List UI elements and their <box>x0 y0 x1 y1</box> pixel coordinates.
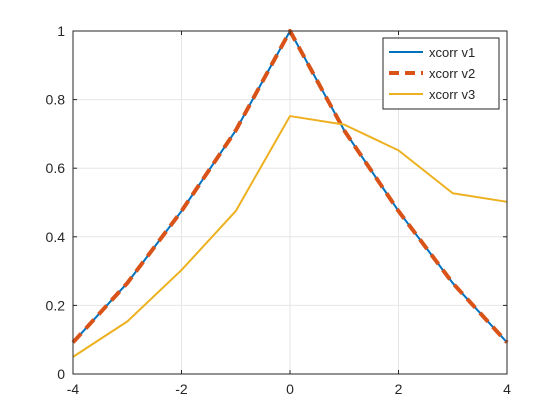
legend-label: xcorr v3 <box>429 87 475 102</box>
x-tick-label: 4 <box>503 381 511 397</box>
x-tick-label: 0 <box>286 381 294 397</box>
legend: xcorr v1 xcorr v2 xcorr v3 <box>383 38 499 109</box>
y-tick-label: 0.6 <box>46 160 66 176</box>
y-tick-label: 1 <box>57 23 65 39</box>
x-tick-label: -2 <box>175 381 188 397</box>
y-tick-label: 0.4 <box>46 229 66 245</box>
x-tick-label: -4 <box>67 381 80 397</box>
y-tick-label: 0.2 <box>46 297 66 313</box>
legend-label: xcorr v2 <box>429 66 475 81</box>
y-tick-label: 0 <box>57 366 65 382</box>
y-tick-label: 0.8 <box>46 92 66 108</box>
legend-label: xcorr v1 <box>429 45 475 60</box>
x-tick-label: 2 <box>395 381 403 397</box>
